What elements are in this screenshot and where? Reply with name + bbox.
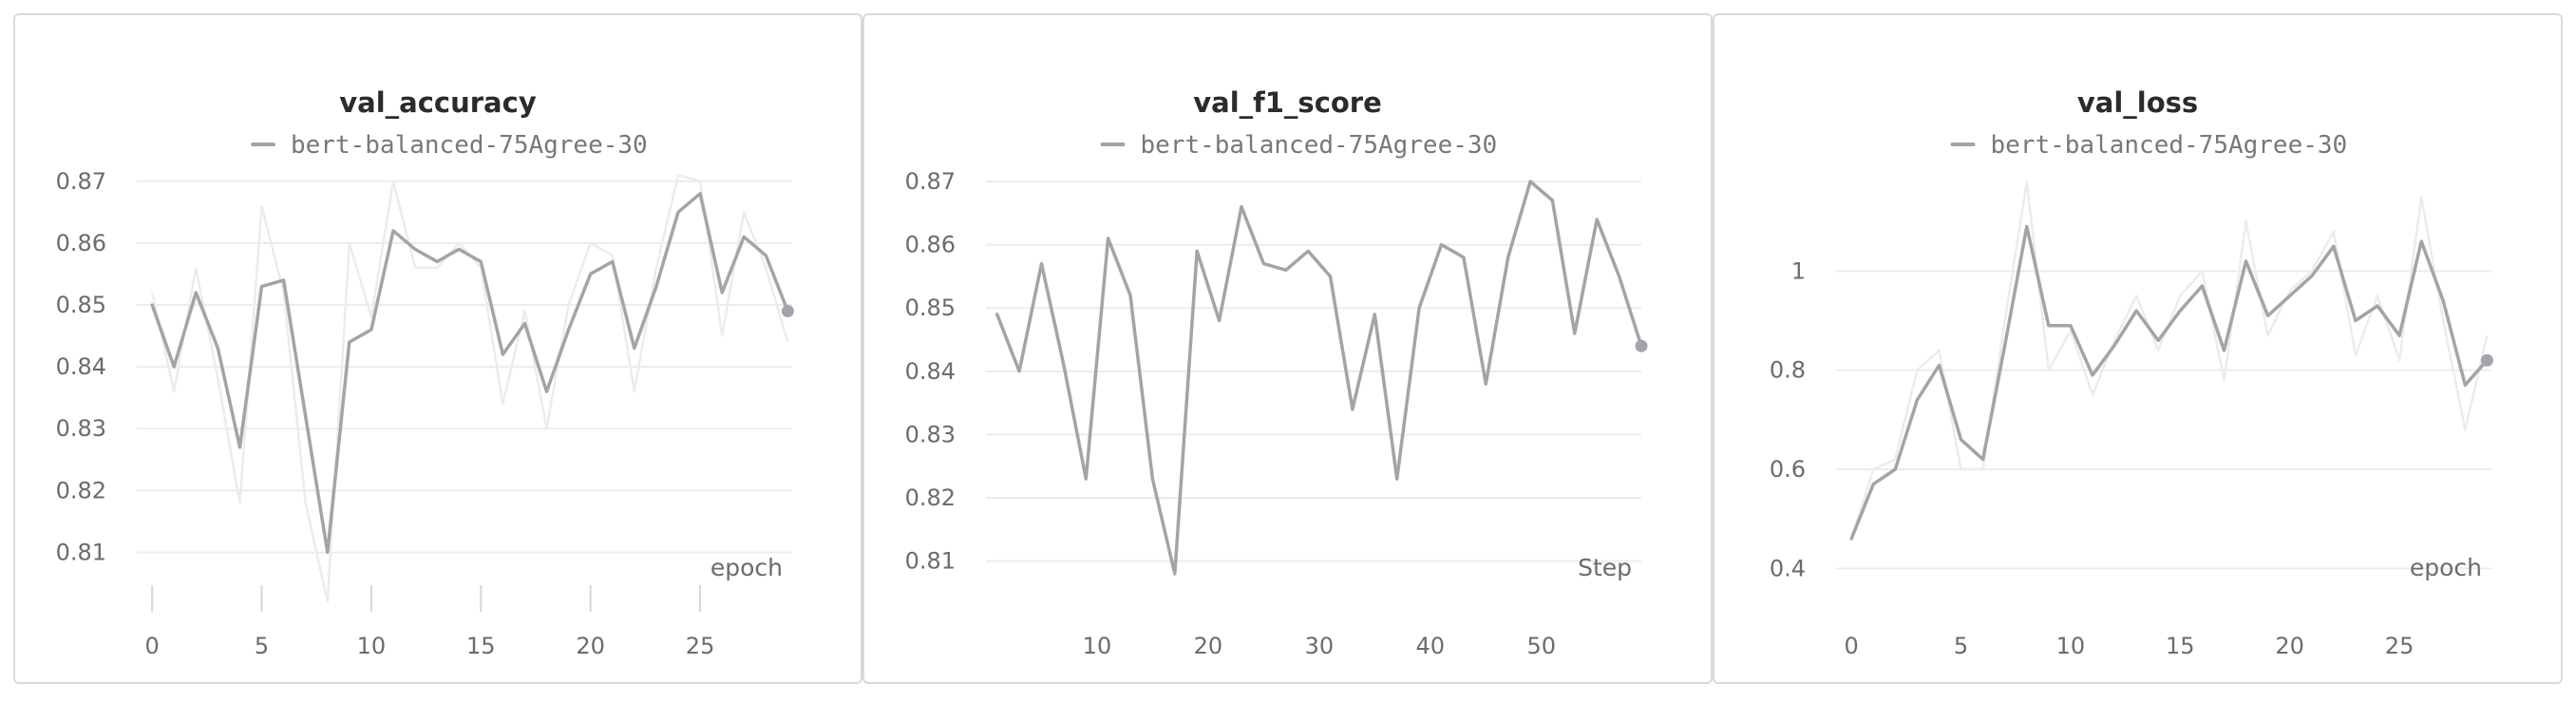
y-tick-label: 0.86 [56,230,106,256]
series-line [994,180,1643,576]
legend-label: bert-balanced-75Agree-30 [1141,131,1498,160]
chart-panel-val-loss[interactable]: val_loss bert-balanced-75Agree-30 0.4 0.6 0.… [1713,13,2563,684]
chart-val-f1-score: val_f1_score bert-balanced-75Agree-30 0.81… [905,86,1648,659]
raw-series-line [1850,180,2489,540]
y-tick-label: 0.81 [905,548,956,575]
x-tick-label: 20 [576,633,605,659]
x-tick-label: 15 [2166,633,2195,659]
x-tick-label: 10 [1083,633,1112,659]
series-line [1849,224,2490,541]
y-tick-label: 0.81 [56,539,106,565]
x-tick-label: 20 [1194,633,1223,659]
x-tick-label: 30 [1305,633,1335,659]
chart-title: val_accuracy [339,86,537,119]
series-end-point [2480,353,2493,367]
series-end-point [781,305,794,318]
y-tick-label: 0.85 [56,292,106,318]
y-tick-label: 0.85 [905,294,956,321]
y-tick-label: 0.82 [56,477,106,504]
y-tick-label: 1 [1791,257,1806,284]
y-tick-label: 0.83 [905,421,956,447]
chart-title: val_loss [2077,86,2198,119]
chart-panel-val-accuracy[interactable]: val_accuracy bert-balanced-75Agree-30 0.81… [13,13,862,684]
y-tick-label: 0.84 [905,358,956,385]
legend-label: bert-balanced-75Agree-30 [1991,131,2348,160]
x-tick-label: 5 [255,633,269,659]
y-tick-label: 0.84 [56,353,106,380]
y-tick-label: 0.4 [1770,555,1806,581]
y-tick-label: 0.82 [905,484,956,511]
x-tick-label: 0 [1845,633,1859,659]
x-tick-label: 50 [1526,633,1556,659]
x-tick-label: 10 [2056,633,2086,659]
x-tick-label: 0 [145,633,160,659]
x-tick-label: 20 [2275,633,2304,659]
x-axis-label: epoch [710,554,783,581]
x-axis-label: epoch [2410,554,2482,581]
y-tick-label: 0.87 [56,168,106,195]
legend-label: bert-balanced-75Agree-30 [291,131,648,160]
x-tick-label: 25 [2385,633,2415,659]
chart-val-accuracy: val_accuracy bert-balanced-75Agree-30 0.81… [56,86,794,659]
chart-title: val_f1_score [1193,86,1382,119]
x-tick-label: 10 [357,633,387,659]
y-tick-label: 0.8 [1770,357,1806,384]
y-tick-label: 0.6 [1770,456,1806,483]
x-tick-label: 25 [686,633,715,659]
x-tick-label: 15 [466,633,496,659]
x-tick-label: 5 [1954,633,1968,659]
y-tick-label: 0.86 [905,232,956,258]
y-tick-label: 0.87 [905,168,956,195]
series-line [150,192,790,555]
y-tick-label: 0.83 [56,415,106,442]
chart-val-loss: val_loss bert-balanced-75Agree-30 0.4 0.6 0.… [1770,86,2493,659]
x-axis-label: Step [1578,554,1632,581]
chart-panel-val-f1-score[interactable]: val_f1_score bert-balanced-75Agree-30 0.81… [862,13,1713,684]
series-end-point [1635,339,1648,352]
x-tick-label: 40 [1416,633,1446,659]
